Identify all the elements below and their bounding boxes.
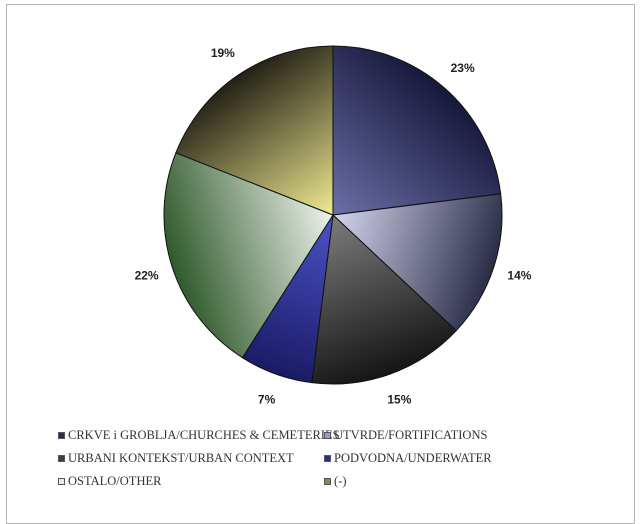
legend-item-other: OSTALO/OTHER xyxy=(58,474,161,489)
legend-label: OSTALO/OTHER xyxy=(68,474,162,488)
legend-item-fortifications: UTVRDE/FORTIFICATIONS xyxy=(324,428,487,443)
legend-item-churches: CRKVE i GROBLJA/CHURCHES & CEMETERIES xyxy=(58,428,340,443)
legend-label: URBANI KONTEKST/URBAN CONTEXT xyxy=(68,451,294,465)
slice-percent-label: 14% xyxy=(507,269,531,283)
slice-percent-label: 23% xyxy=(451,61,475,75)
pie-slice xyxy=(311,213,457,385)
legend-item-dash: (-) xyxy=(324,474,347,489)
pie-chart: 23% 14% 15% 7% 22% 19% xyxy=(135,45,532,406)
legend-label: UTVRDE/FORTIFICATIONS xyxy=(334,428,488,442)
legend-swatch xyxy=(58,432,65,439)
slice-percent-label: 19% xyxy=(211,46,235,60)
pie-slice xyxy=(332,45,502,216)
legend-swatch xyxy=(324,432,331,439)
legend-label: CRKVE i GROBLJA/CHURCHES & CEMETERIES xyxy=(68,428,340,442)
legend-swatch xyxy=(58,478,65,485)
pie-slice xyxy=(163,152,334,359)
slice-percent-label: 22% xyxy=(135,269,159,283)
slice-percent-label: 15% xyxy=(387,392,411,406)
legend-item-urban-context: URBANI KONTEKST/URBAN CONTEXT xyxy=(58,451,294,466)
legend-label: (-) xyxy=(334,474,347,488)
legend-label: PODVODNA/UNDERWATER xyxy=(334,451,492,465)
slice-percent-label: 7% xyxy=(258,392,276,406)
pie-slice xyxy=(175,45,334,216)
legend-swatch xyxy=(58,455,65,462)
legend-item-underwater: PODVODNA/UNDERWATER xyxy=(324,451,492,466)
legend-swatch xyxy=(324,478,331,485)
legend-swatch xyxy=(324,455,331,462)
pie-slice xyxy=(331,193,503,332)
